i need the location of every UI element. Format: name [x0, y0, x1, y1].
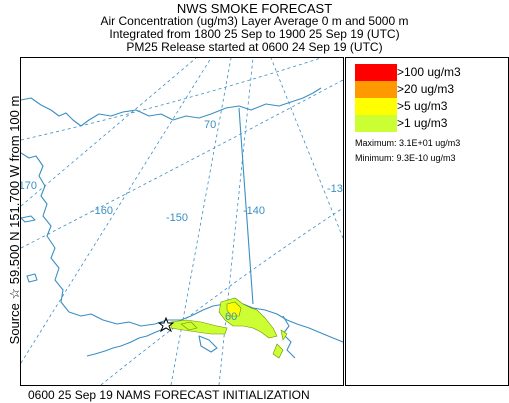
integration-period: Integrated from 1800 25 Sep to 1900 25 S…	[109, 27, 400, 41]
map-title: NWS SMOKE FORECAST	[176, 1, 333, 16]
smoke-map: -170 -160 -150 -140 -130 70 60	[21, 58, 343, 385]
smoke-plume	[170, 297, 288, 359]
lon-130-line	[270, 58, 343, 239]
maximum-value: Maximum: 3.1E+01 ug/m3	[355, 138, 461, 148]
plume-core-5	[226, 301, 242, 317]
alaska-west-coast	[21, 152, 70, 313]
minimum-value: Minimum: 9.3E-10 ug/m3	[355, 153, 456, 163]
alaska-southwest-coast	[68, 301, 244, 327]
coastline	[21, 87, 343, 359]
kodiak-island	[198, 335, 218, 353]
lon-150-line	[170, 58, 232, 385]
canada-coast	[282, 315, 296, 359]
lon-170-line	[21, 58, 197, 207]
plume-cook-inlet	[180, 321, 198, 331]
lon-140-line	[218, 58, 254, 385]
legend-swatch-5	[355, 98, 397, 115]
legend-label-100: >100 ug/m3	[397, 65, 461, 79]
legend-label-20: >20 ug/m3	[397, 82, 455, 96]
lat-70-line	[21, 58, 322, 141]
grid-labels: -170 -160 -150 -140 -130 70 60	[21, 119, 343, 323]
legend-swatch-1	[355, 115, 397, 132]
lat-60-line	[21, 79, 343, 249]
plume-west	[170, 319, 228, 335]
source-marker	[157, 316, 175, 333]
lat-label-70: 70	[204, 119, 216, 131]
plume-southeast	[272, 343, 284, 359]
graticule	[21, 58, 343, 385]
lat-50-line	[100, 207, 343, 385]
lon-label-130: -130	[327, 183, 343, 195]
legend-label-1: >1 ug/m3	[397, 116, 448, 130]
concentration-subtitle: Air Concentration (ug/m3) Layer Average …	[100, 14, 409, 28]
alaska-gulf-coast	[242, 303, 343, 343]
lon-160-line	[21, 58, 212, 364]
source-star-icon	[157, 316, 175, 333]
legend-label-5: >5 ug/m3	[397, 99, 448, 113]
map-panel: -170 -160 -150 -140 -130 70 60	[20, 57, 344, 386]
legend-panel: >100 ug/m3 >20 ug/m3 >5 ug/m3 >1 ug/m3 M…	[345, 57, 509, 386]
lon-label-170: -170	[21, 180, 37, 192]
lon-label-150: -150	[166, 212, 188, 224]
lon-label-160: -160	[91, 205, 113, 217]
release-start: PM25 Release started at 0600 24 Sep 19 (…	[126, 40, 383, 54]
alaska-north-coast	[21, 87, 322, 127]
aleutian-peninsula	[86, 327, 167, 357]
bering-island-nunivak	[26, 273, 38, 283]
legend-swatch-20	[355, 81, 397, 98]
legend-swatch-100	[355, 64, 397, 81]
forecast-initialization: 0600 25 Sep 19 NAMS FORECAST INITIALIZAT…	[28, 388, 310, 402]
plume-southeast-2	[280, 329, 288, 341]
yukon-border	[238, 107, 254, 305]
island-stlawrence	[21, 215, 36, 223]
lat-label-60: 60	[225, 311, 237, 323]
lon-label-140: -140	[243, 205, 265, 217]
